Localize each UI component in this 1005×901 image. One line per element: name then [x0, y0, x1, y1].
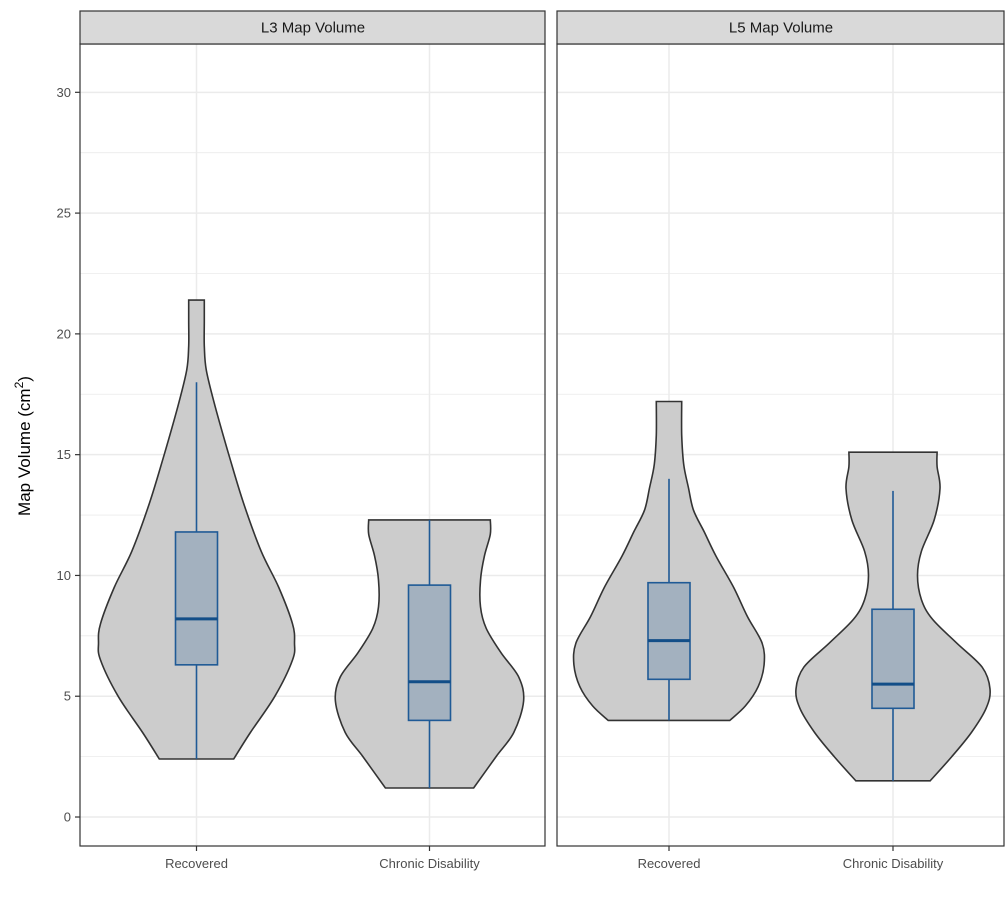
box [174, 531, 219, 666]
y-axis-title-text: Map Volume (cm [15, 388, 34, 516]
box [871, 608, 915, 710]
box [647, 581, 691, 681]
y-tick-label: 30 [57, 85, 71, 100]
box [407, 584, 452, 722]
y-axis-title-superscript: 2 [12, 381, 26, 388]
y-tick-label: 25 [57, 206, 71, 221]
x-axis: Recovered Chronic Disability Recovered Chro… [165, 846, 944, 871]
y-tick-label: 15 [57, 447, 71, 462]
facet-strip [79, 10, 546, 45]
facet-strip-title: L5 Map Volume [729, 20, 833, 37]
frame-layer: L3 Map Volume L5 Map Volume [79, 10, 1005, 847]
y-tick-label: 0 [64, 810, 71, 825]
facet-strip-title: L3 Map Volume [261, 20, 365, 37]
y-tick-label: 20 [57, 326, 71, 341]
y-axis: 0 5 10 15 20 25 30 [57, 85, 80, 825]
y-axis-title-suffix: ) [15, 376, 34, 382]
marks-layer [97, 299, 991, 789]
x-tick-label: Recovered [165, 856, 228, 871]
y-tick-label: 10 [57, 568, 71, 583]
x-tick-label: Chronic Disability [379, 856, 480, 871]
x-tick-label: Recovered [638, 856, 701, 871]
y-tick-label: 5 [64, 689, 71, 704]
x-tick-label: Chronic Disability [843, 856, 944, 871]
facet-strip [556, 10, 1005, 45]
y-axis-title: Map Volume (cm2) [12, 376, 34, 516]
